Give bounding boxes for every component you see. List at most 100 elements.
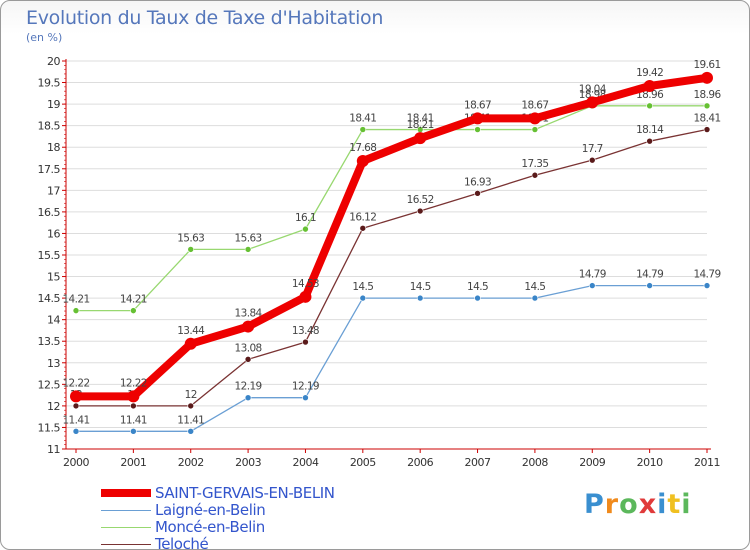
- data-label: 17.7: [582, 143, 603, 155]
- data-label: 18.14: [636, 124, 664, 136]
- data-label: 14.5: [410, 281, 431, 293]
- data-point: [474, 126, 481, 133]
- data-point: [414, 132, 427, 145]
- data-point: [244, 246, 252, 253]
- data-point: [416, 294, 424, 302]
- y-tick-label: 15: [47, 271, 60, 284]
- data-point: [416, 207, 424, 215]
- data-label: 14.21: [62, 294, 89, 306]
- data-point: [474, 294, 481, 302]
- legend-swatch: [101, 527, 151, 528]
- y-tick-label: 12: [47, 400, 60, 413]
- data-label: 14.21: [120, 294, 147, 306]
- x-tick-label: 2001: [120, 456, 146, 469]
- data-point: [531, 126, 539, 133]
- x-tick-label: 2009: [579, 456, 605, 469]
- data-point: [72, 307, 80, 314]
- legend-swatch: [101, 489, 151, 497]
- data-point: [184, 337, 197, 350]
- y-tick-label: 19.5: [38, 77, 61, 90]
- data-label: 18.67: [464, 99, 491, 111]
- logo-letter: o: [619, 489, 639, 520]
- data-label: 11.41: [177, 414, 204, 426]
- y-tick-label: 14: [47, 314, 60, 327]
- logo-letter: P: [584, 489, 605, 520]
- y-tick-label: 18: [47, 141, 60, 154]
- data-point: [588, 282, 596, 289]
- data-label: 14.5: [524, 281, 545, 293]
- data-point: [588, 156, 596, 164]
- data-point: [72, 428, 80, 435]
- logo-letter: i: [657, 489, 668, 520]
- y-tick-label: 15.5: [38, 249, 61, 262]
- data-label: 13.48: [292, 325, 319, 337]
- y-tick-label: 11: [47, 443, 60, 456]
- data-label: 14.53: [292, 278, 319, 290]
- data-label: 18.41: [693, 113, 720, 125]
- logo-letter: t: [667, 489, 682, 520]
- data-label: 16.12: [349, 211, 376, 223]
- series-line: [75, 105, 708, 312]
- data-label: 13.44: [177, 325, 205, 337]
- logo-letter: r: [604, 489, 620, 520]
- data-point: [359, 126, 367, 133]
- data-point: [127, 390, 140, 403]
- data-point: [242, 320, 255, 333]
- y-tick-label: 20: [47, 55, 60, 68]
- y-tick-label: 11.5: [38, 421, 61, 434]
- y-tick-label: 14.5: [38, 292, 61, 305]
- data-point: [646, 102, 653, 110]
- data-label: 12.19: [292, 381, 319, 393]
- data-label: 12: [185, 389, 197, 401]
- data-label: 18.96: [693, 89, 721, 101]
- data-label: 12.19: [235, 381, 262, 393]
- x-tick-label: 2008: [522, 456, 548, 469]
- data-point: [531, 171, 539, 179]
- legend-label: Laigné-en-Belin: [155, 501, 266, 519]
- legend-item: Teloché: [101, 536, 361, 549]
- data-label: 12.22: [62, 377, 89, 389]
- x-tick-label: 2007: [465, 456, 491, 469]
- data-point: [187, 402, 195, 410]
- y-tick-label: 13.5: [38, 335, 61, 348]
- data-point: [130, 402, 137, 410]
- data-point: [646, 137, 653, 145]
- data-point: [703, 282, 711, 289]
- data-label: 15.63: [235, 232, 262, 244]
- data-point: [244, 356, 252, 363]
- data-label: 12.22: [120, 377, 147, 389]
- x-tick-label: 2000: [63, 456, 89, 469]
- chart-title: Evolution du Taux de Taxe d'Habitation: [26, 7, 384, 29]
- data-point: [130, 428, 137, 435]
- y-tick-label: 17.5: [38, 163, 61, 176]
- data-point: [703, 126, 711, 133]
- x-tick-label: 2003: [235, 456, 261, 469]
- data-label: 19.04: [579, 83, 607, 95]
- legend-item: Laigné-en-Belin: [101, 502, 361, 519]
- data-label: 17.68: [349, 142, 376, 154]
- x-tick-label: 2002: [178, 456, 204, 469]
- data-label: 11.41: [120, 414, 147, 426]
- data-label: 18.21: [407, 119, 434, 131]
- data-point: [586, 96, 599, 109]
- data-point: [299, 290, 312, 303]
- y-tick-label: 16.5: [38, 206, 61, 219]
- data-point: [70, 390, 82, 403]
- data-label: 13.84: [235, 308, 263, 320]
- data-label: 15.63: [177, 232, 204, 244]
- logo-letter: i: [681, 489, 692, 520]
- x-tick-label: 2011: [694, 456, 720, 469]
- data-label: 14.79: [636, 269, 663, 281]
- data-point: [302, 338, 309, 346]
- x-tick-label: 2006: [407, 456, 433, 469]
- data-label: 14.79: [579, 269, 606, 281]
- y-tick-label: 16: [47, 227, 60, 240]
- data-point: [187, 428, 195, 435]
- data-label: 11.41: [62, 414, 89, 426]
- data-point: [528, 112, 541, 125]
- logo-letter: x: [638, 489, 658, 520]
- data-label: 19.42: [636, 67, 663, 79]
- chart-subtitle: (en %): [26, 31, 63, 44]
